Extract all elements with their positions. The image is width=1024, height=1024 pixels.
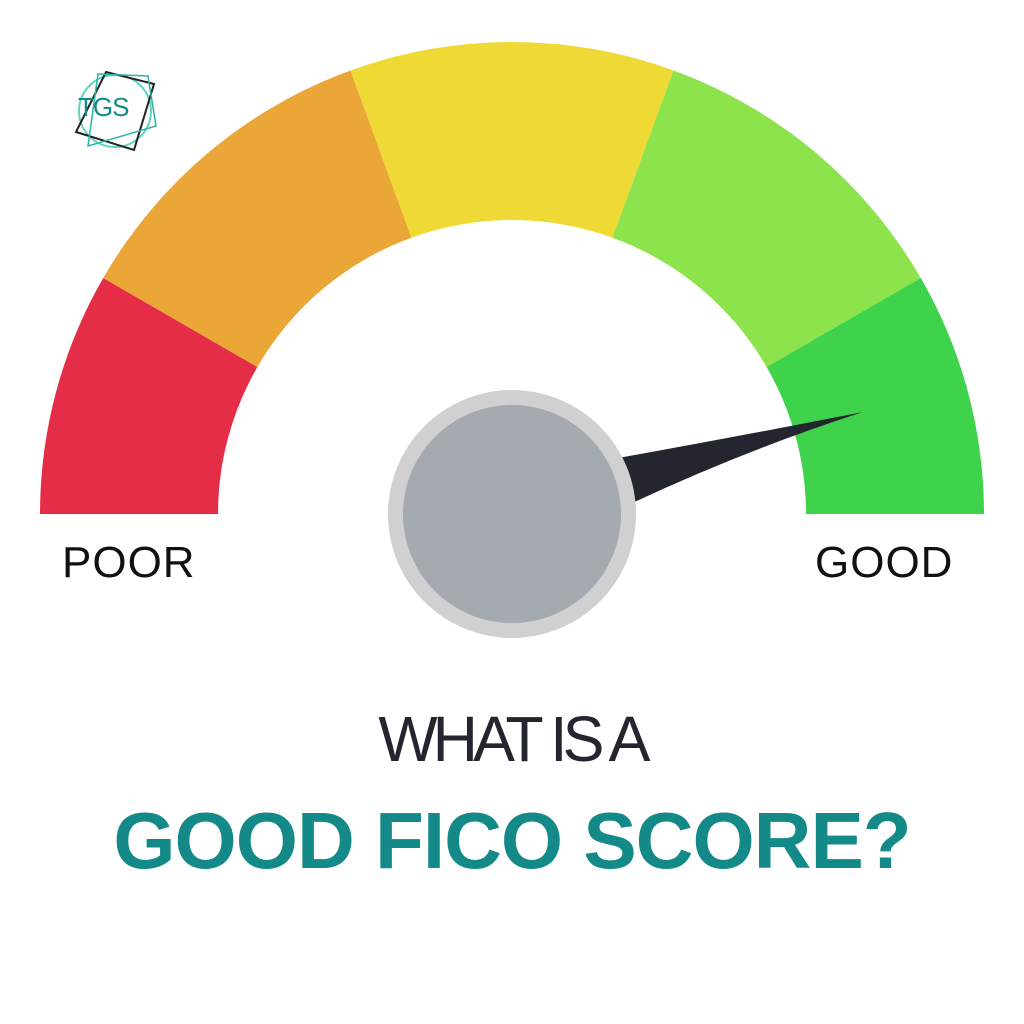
gauge-segment-2 [103, 70, 412, 367]
headline-line-1: WHAT IS A [378, 703, 650, 775]
gauge-segment-3 [350, 42, 674, 238]
poor-label: POOR [62, 538, 196, 587]
gauge-segment-5 [766, 278, 984, 514]
gauge-segment-4 [612, 70, 921, 367]
headline-line-2: GOOD FICO SCORE? [113, 796, 911, 885]
gauge-needle [600, 412, 863, 512]
logo-text: TGS [78, 92, 129, 122]
tgs-logo [74, 70, 157, 152]
gauge-segment-1 [40, 278, 258, 514]
good-label: GOOD [815, 538, 954, 587]
gauge-hub [403, 405, 621, 623]
